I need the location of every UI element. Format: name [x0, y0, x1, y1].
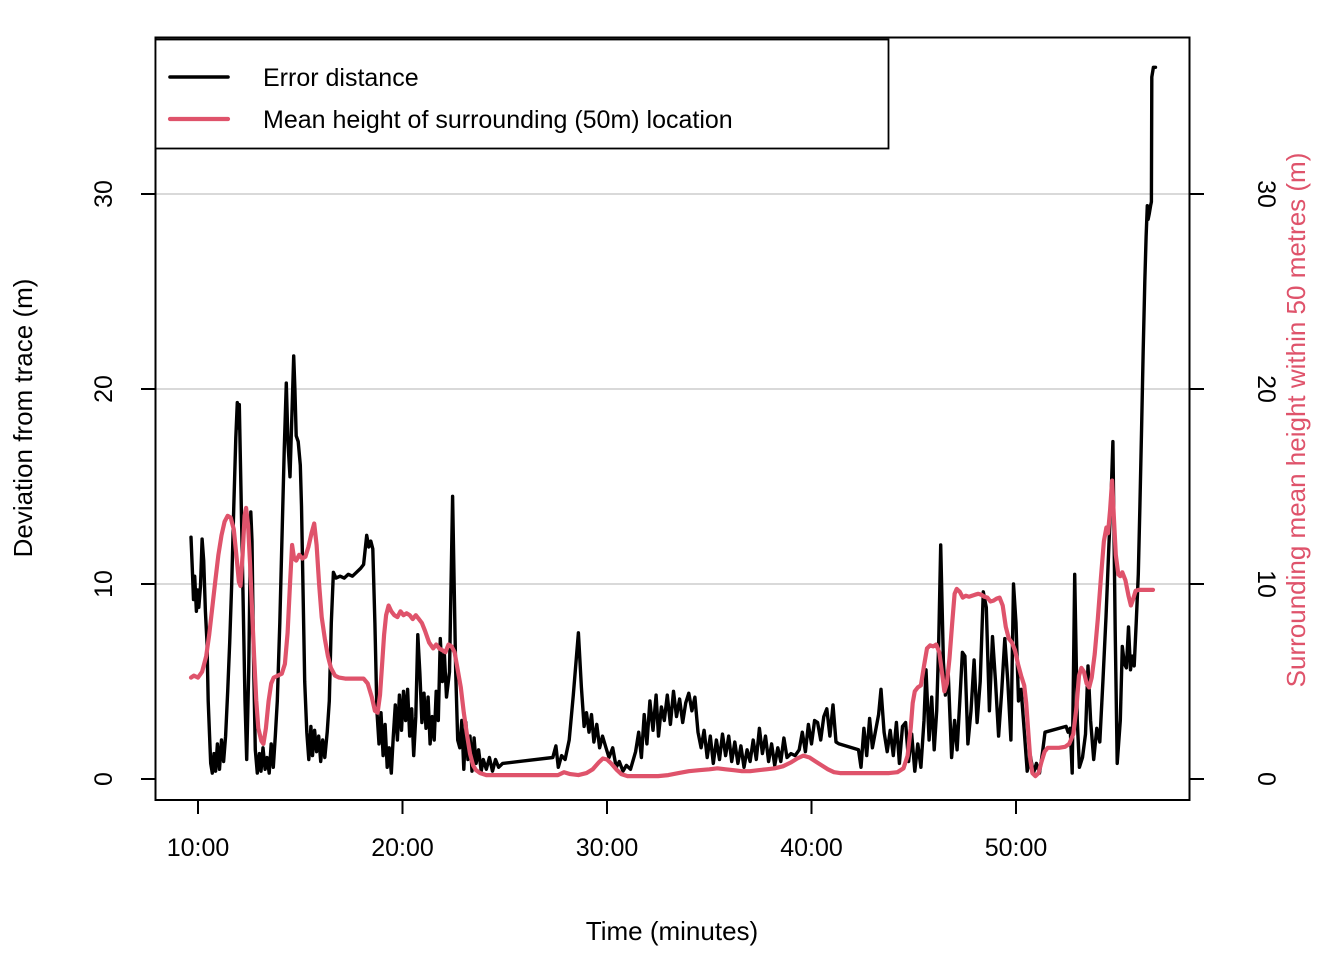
plot-border — [154, 36, 1191, 801]
x-axis-title: Time (minutes) — [586, 916, 758, 946]
left-axis-tick-label: 10 — [90, 570, 118, 598]
legend-box — [154, 38, 890, 150]
right-axis-tick-label: 0 — [1252, 772, 1280, 786]
right-axis-title: Surrounding mean height within 50 metres… — [1281, 153, 1311, 688]
legend-label-error-distance: Error distance — [263, 64, 419, 92]
series-lines — [188, 65, 1158, 779]
x-axis-tick-label: 40:00 — [780, 834, 843, 862]
error-distance-series — [189, 65, 1158, 775]
right-axis-tick-label: 30 — [1252, 180, 1280, 208]
left-axis-tick-label: 30 — [90, 180, 118, 208]
right-axis-tick-label: 10 — [1252, 570, 1280, 598]
gridlines — [155, 193, 1190, 585]
left-axis-ticks: 0 10 20 30 — [90, 180, 155, 786]
x-axis-tick-label: 30:00 — [576, 834, 639, 862]
left-axis-tick-label: 20 — [90, 375, 118, 403]
x-axis-tick-label: 20:00 — [371, 834, 434, 862]
right-axis-ticks: 0 10 20 30 — [1190, 180, 1280, 786]
x-axis-ticks: 10:00 20:00 30:00 40:00 50:00 — [167, 800, 1048, 862]
mean-height-series — [188, 478, 1156, 779]
right-axis-tick-label: 20 — [1252, 375, 1280, 403]
legend: Error distance Mean height of surroundin… — [154, 38, 890, 150]
legend-label-mean-height: Mean height of surrounding (50m) locatio… — [263, 106, 733, 134]
left-axis-title: Deviation from trace (m) — [8, 279, 38, 558]
x-axis-tick-label: 50:00 — [985, 834, 1048, 862]
left-axis-tick-label: 0 — [90, 772, 118, 786]
x-axis-tick-label: 10:00 — [167, 834, 230, 862]
